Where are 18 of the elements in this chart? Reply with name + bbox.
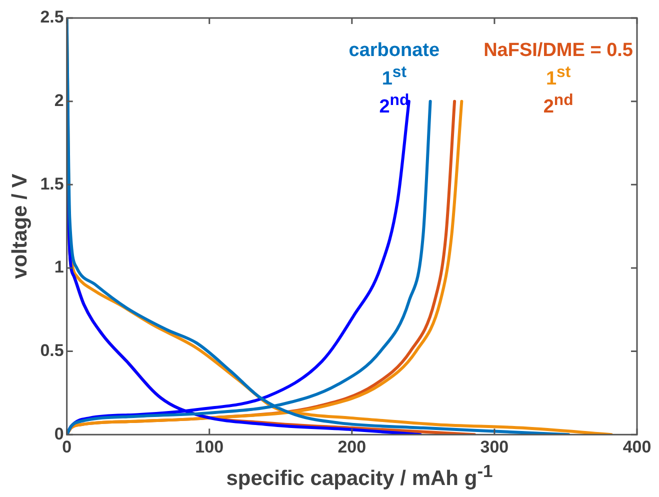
text: 2$^{nd}$ xyxy=(542,91,574,119)
x-tick-label: 200 xyxy=(338,437,366,456)
y-tick-label: 0.5 xyxy=(40,340,64,360)
y-axis-title: voltage / V xyxy=(8,174,32,279)
y-tick-label: 0 xyxy=(54,424,64,444)
x-axis-title: specific capacity / mAh g$^{-1}$ xyxy=(225,461,494,491)
y-tick-label: 2 xyxy=(54,91,64,110)
y-tick-label: 1 xyxy=(54,258,64,277)
y-tick-label: 1.5 xyxy=(40,174,64,194)
series-label: 1$^{st}$ xyxy=(380,63,408,90)
annotation: NaFSI/DME = 0.5 xyxy=(484,40,633,62)
x-tick-label: 300 xyxy=(480,437,509,456)
y-tick-label: 2.5 xyxy=(40,8,64,27)
annotation: carbonate xyxy=(348,40,440,62)
x-tick-label: 100 xyxy=(195,437,224,456)
series-label: 2$^{nd}$ xyxy=(378,91,410,119)
x-tick-label: 400 xyxy=(622,437,652,456)
text: 1$^{st}$ xyxy=(544,63,572,90)
